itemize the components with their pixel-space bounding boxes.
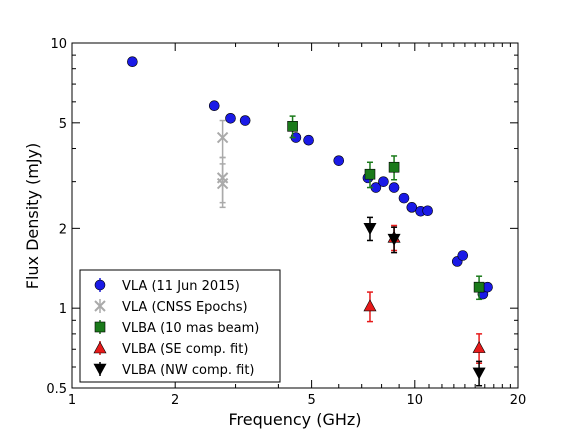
y-tick-label: 0.5 xyxy=(46,382,67,397)
legend-marker xyxy=(94,321,106,333)
legend-marker xyxy=(94,279,106,291)
data-point xyxy=(457,250,469,261)
data-series xyxy=(127,56,493,387)
data-point xyxy=(216,177,229,190)
data-point xyxy=(378,176,389,187)
x-tick-label: 5 xyxy=(307,393,315,408)
data-point xyxy=(473,281,485,293)
data-point xyxy=(388,161,400,173)
data-point xyxy=(216,131,229,144)
legend-label: VLA (CNSS Epochs) xyxy=(122,300,248,315)
y-tick-label: 2 xyxy=(59,222,67,237)
x-tick-label: 2 xyxy=(171,393,179,408)
data-point xyxy=(127,56,138,68)
legend-marker xyxy=(93,363,107,376)
data-point xyxy=(388,182,400,193)
legend-label: VLBA (10 mas beam) xyxy=(122,321,259,336)
data-point xyxy=(303,134,314,146)
legend-marker xyxy=(93,341,107,354)
legend-marker xyxy=(94,300,106,312)
data-point xyxy=(406,202,418,213)
x-tick-label: 1 xyxy=(68,393,76,408)
legend: VLA (11 Jun 2015) VLA (CNSS Epochs) VLBA (… xyxy=(79,269,281,383)
series-square xyxy=(287,115,485,301)
data-point xyxy=(398,192,410,204)
data-point xyxy=(363,223,377,235)
x-tick-label: 20 xyxy=(510,393,527,408)
x-axis-label: Frequency (GHz) xyxy=(228,410,361,429)
data-point xyxy=(225,113,236,124)
data-point xyxy=(333,155,345,166)
data-point xyxy=(387,233,401,246)
data-point xyxy=(364,168,376,180)
series-triangle-down xyxy=(363,216,486,387)
legend-label: VLA (11 Jun 2015) xyxy=(122,279,240,294)
data-point xyxy=(472,340,486,353)
y-tick-label: 5 xyxy=(59,117,67,132)
y-tick-label: 10 xyxy=(50,37,67,52)
series-circle xyxy=(127,56,493,300)
series-x xyxy=(216,119,229,209)
data-point xyxy=(239,115,251,126)
data-point xyxy=(363,299,377,312)
data-point xyxy=(287,121,298,132)
y-tick-label: 1 xyxy=(59,302,67,317)
data-point xyxy=(472,367,486,380)
legend-label: VLBA (SE comp. fit) xyxy=(122,342,248,357)
data-point xyxy=(208,100,220,112)
y-axis-label: Flux Density (mJy) xyxy=(23,143,42,290)
data-point xyxy=(422,205,433,217)
legend-box xyxy=(79,269,281,383)
legend-label: VLBA (NW comp. fit) xyxy=(122,363,255,378)
x-tick-label: 10 xyxy=(407,393,424,408)
